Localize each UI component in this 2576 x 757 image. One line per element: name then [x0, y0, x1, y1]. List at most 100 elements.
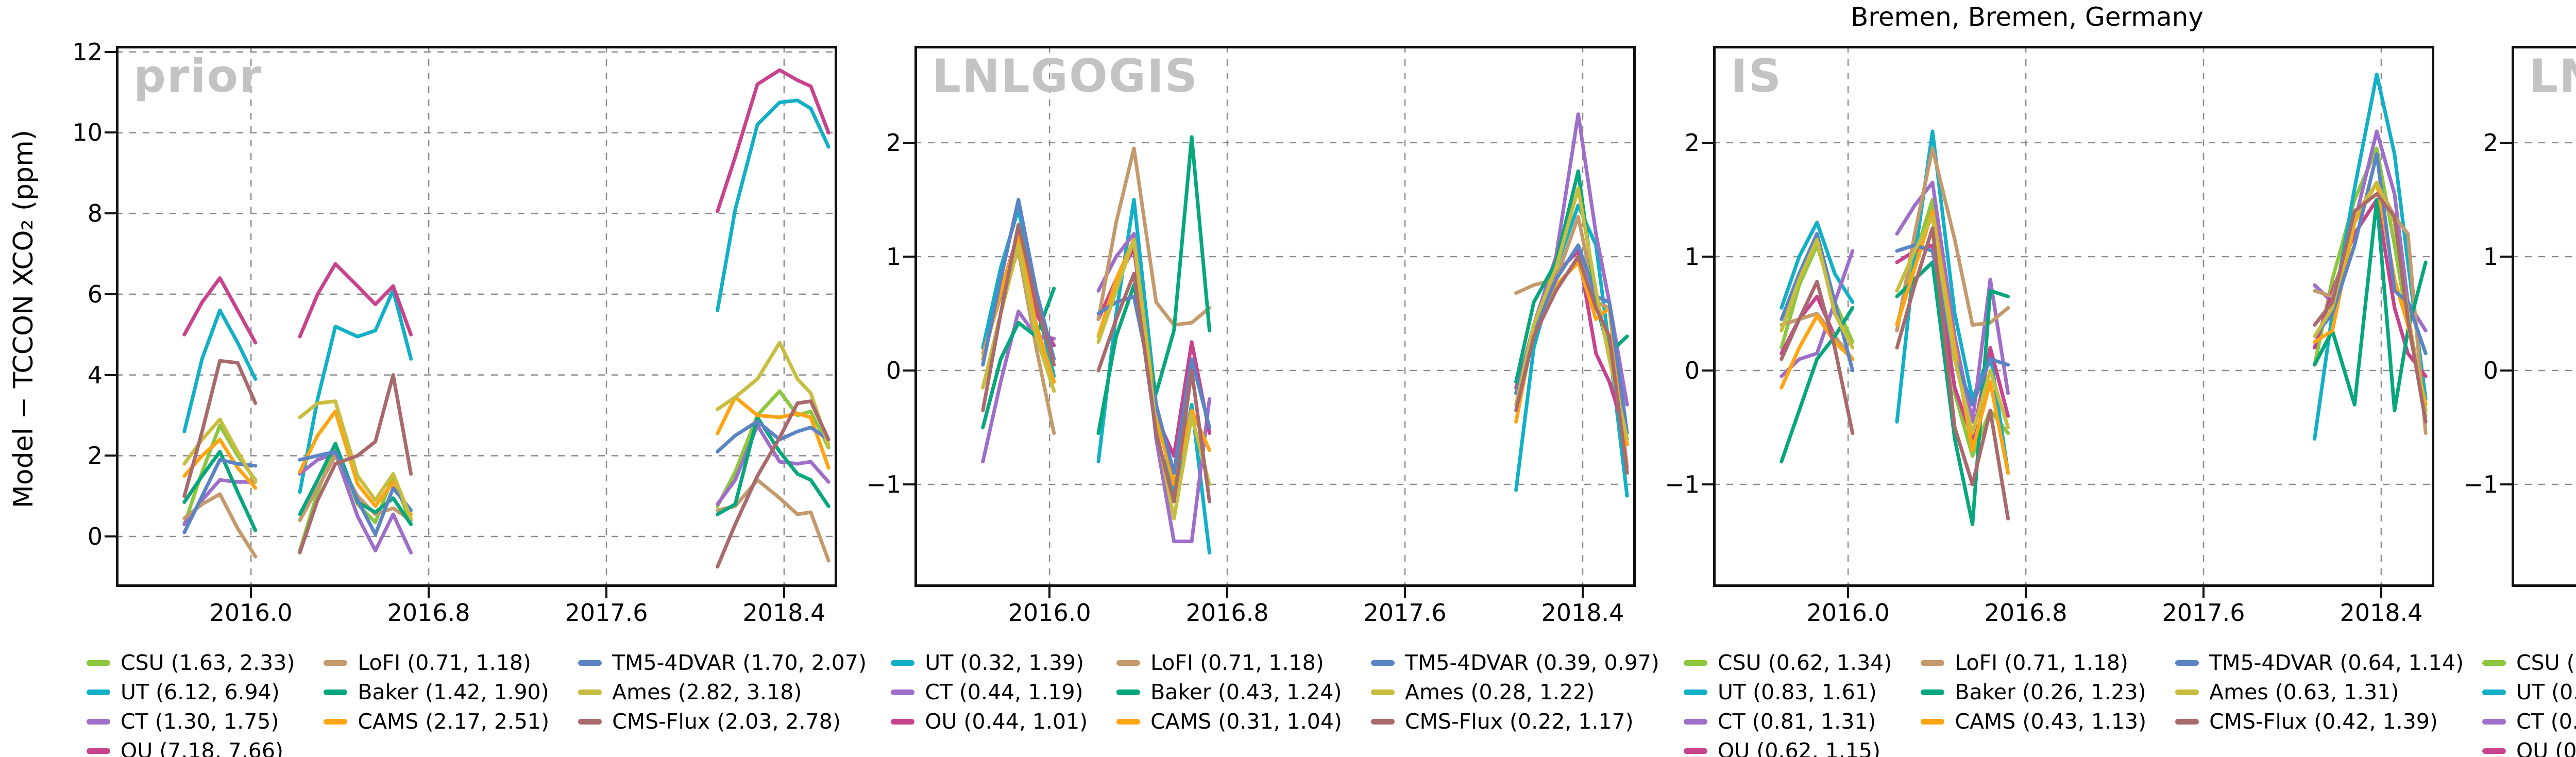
legend-entry-ct: CT (1.30, 1.75)	[87, 709, 295, 734]
legend-label: CSU (1.63, 2.33)	[121, 650, 295, 675]
legend-color-dash	[2175, 660, 2199, 666]
series-ut	[182, 308, 258, 433]
x-tick-label: 2016.8	[1185, 599, 1269, 627]
legend-entry-ou: OU (0.44, 1.01)	[891, 709, 1088, 734]
legend-label: UT (0.83, 1.61)	[1718, 680, 1877, 704]
y-tick-label: 2	[886, 128, 901, 157]
legend-entry-cms-flux: CMS-Flux (0.22, 1.17)	[1370, 709, 1659, 734]
y-tick-label: 0	[1684, 357, 1700, 384]
series-cams	[182, 438, 258, 490]
x-tick-mark	[783, 587, 785, 598]
legend-color-dash	[87, 689, 111, 695]
legend-entry-ct: CT (0.44, 1.19)	[891, 680, 1088, 704]
legend-lnlg: CSU (0.64, 1.35) UT (0.53, 1.29) CT (0.33,…	[2482, 650, 2576, 757]
legend-entry-tm5-4dvar: TM5-4DVAR (0.64, 1.14)	[2175, 650, 2464, 675]
legend-color-dash	[891, 689, 915, 695]
legend-color-dash	[1684, 748, 1708, 754]
y-tick-mark	[903, 255, 914, 258]
legend-entry-ut: UT (0.32, 1.39)	[891, 650, 1088, 675]
y-tick-label: 4	[87, 361, 103, 389]
y-tick-mark	[1702, 141, 1713, 144]
y-tick-mark	[903, 369, 914, 372]
legend-label: UT (0.53, 1.29)	[2516, 680, 2576, 704]
plot-frame	[1713, 46, 2434, 587]
legend-label: CSU (0.64, 1.35)	[2516, 650, 2576, 675]
legend-label: OU (0.62, 1.15)	[1718, 738, 1880, 757]
x-tick-label: 2017.6	[565, 599, 648, 627]
legend-label: OU (7.18, 7.66)	[121, 738, 283, 757]
y-tick-label: −1	[1665, 470, 1700, 499]
plot-area-lnlg	[2512, 46, 2576, 587]
y-tick-label: 2	[1684, 128, 1700, 157]
legend-lnlgogis: UT (0.32, 1.39) CT (0.44, 1.19) OU (0.44, …	[891, 650, 1659, 734]
legend-label: OU (0.44, 1.01)	[925, 709, 1088, 734]
x-tick-label: 2016.0	[1008, 599, 1091, 627]
legend-entry-ut: UT (0.83, 1.61)	[1684, 680, 1892, 704]
legend-label: CSU (0.62, 1.34)	[1718, 650, 1892, 675]
legend-color-dash	[2482, 748, 2506, 754]
x-tick-mark	[2202, 587, 2205, 598]
legend-label: LoFI (0.71, 1.18)	[1150, 650, 1324, 675]
legend-color-dash	[578, 689, 602, 695]
legend-label: OU (0.24, 0.92)	[2516, 738, 2576, 757]
series-baker	[1096, 135, 1212, 435]
legend-label: Ames (0.28, 1.22)	[1404, 680, 1595, 704]
legend-entry-ou: OU (0.62, 1.15)	[1684, 738, 1892, 757]
x-tick-label: 2016.0	[1806, 599, 1890, 627]
legend-entry-csu: CSU (0.64, 1.35)	[2482, 650, 2576, 675]
x-tick-mark	[1048, 587, 1051, 598]
y-tick-mark	[105, 212, 116, 215]
legend-label: CMS-Flux (0.22, 1.17)	[1404, 709, 1634, 734]
series-ut	[716, 98, 831, 312]
series-tm5-4dvar	[298, 450, 413, 536]
series-ct	[981, 309, 1056, 464]
legend-entry-lofi: LoFI (0.71, 1.18)	[1116, 650, 1342, 675]
legend-entry-ames: Ames (0.63, 1.31)	[2175, 680, 2464, 704]
legend-label: TM5-4DVAR (0.64, 1.14)	[2209, 650, 2464, 675]
legend-label: CAMS (0.43, 1.13)	[1955, 709, 2147, 734]
series-cms-flux	[1895, 226, 2010, 520]
series-cms-flux	[1096, 272, 1212, 503]
legend-label: Ames (0.63, 1.31)	[2209, 680, 2399, 704]
series-lofi	[716, 478, 831, 563]
legend-color-dash	[1684, 660, 1708, 666]
legend-color-dash	[87, 748, 111, 754]
x-tick-label: 2018.4	[1541, 599, 1624, 627]
panel-lnlgogis: LNLGOGIS −1 0 1 2 2016.0 2016.8 2017.6 2018.4 UT …	[866, 0, 1659, 757]
x-tick-mark	[1226, 587, 1229, 598]
legend-color-dash	[87, 718, 111, 725]
legend-entry-csu: CSU (1.63, 2.33)	[87, 650, 295, 675]
series-csu	[716, 389, 831, 508]
legend-label: CAMS (0.31, 1.04)	[1150, 709, 1342, 734]
legend-column: UT (0.32, 1.39) CT (0.44, 1.19) OU (0.44, …	[891, 650, 1088, 734]
x-tick-label: 2016.0	[209, 599, 293, 627]
series-cms-flux	[1780, 280, 1855, 435]
y-tick-mark	[2500, 141, 2512, 144]
legend-label: CT (1.30, 1.75)	[121, 709, 279, 734]
series-lofi	[1096, 146, 1212, 327]
legend-entry-ou: OU (0.24, 0.92)	[2482, 738, 2576, 757]
legend-label: CMS-Flux (0.42, 1.39)	[2209, 709, 2438, 734]
series-cams	[298, 409, 413, 516]
legend-column: CSU (0.64, 1.35) UT (0.53, 1.29) CT (0.33,…	[2482, 650, 2576, 757]
legend-entry-csu: CSU (0.62, 1.34)	[1684, 650, 1892, 675]
legend-label: TM5-4DVAR (0.39, 0.97)	[1404, 650, 1659, 675]
x-tick-label: 2016.8	[1984, 599, 2067, 627]
x-tick-mark	[1404, 587, 1406, 598]
legend-label: CMS-Flux (2.03, 2.78)	[612, 709, 841, 734]
chart-title: Bremen, Bremen, Germany	[1851, 2, 2204, 32]
series-cms-flux	[2313, 192, 2428, 424]
y-tick-mark	[1702, 255, 1713, 258]
legend-entry-ct: CT (0.33, 0.98)	[2482, 709, 2576, 734]
plot-area-lnlgogis	[914, 46, 1636, 587]
x-tick-mark	[2025, 587, 2027, 598]
legend-label: CT (0.33, 0.98)	[2516, 709, 2576, 734]
legend-column: CSU (1.63, 2.33) UT (6.12, 6.94) CT (1.30,…	[87, 650, 295, 757]
legend-label: Baker (1.42, 1.90)	[358, 680, 549, 704]
legend-is: CSU (0.62, 1.34) UT (0.83, 1.61) CT (0.81,…	[1684, 650, 2464, 757]
legend-prior: CSU (1.63, 2.33) UT (6.12, 6.94) CT (1.30,…	[87, 650, 867, 757]
legend-column: CSU (0.62, 1.34) UT (0.83, 1.61) CT (0.81,…	[1684, 650, 1892, 757]
legend-color-dash	[1921, 689, 1945, 695]
series-cms-flux	[981, 223, 1056, 412]
y-tick-mark	[903, 483, 914, 486]
